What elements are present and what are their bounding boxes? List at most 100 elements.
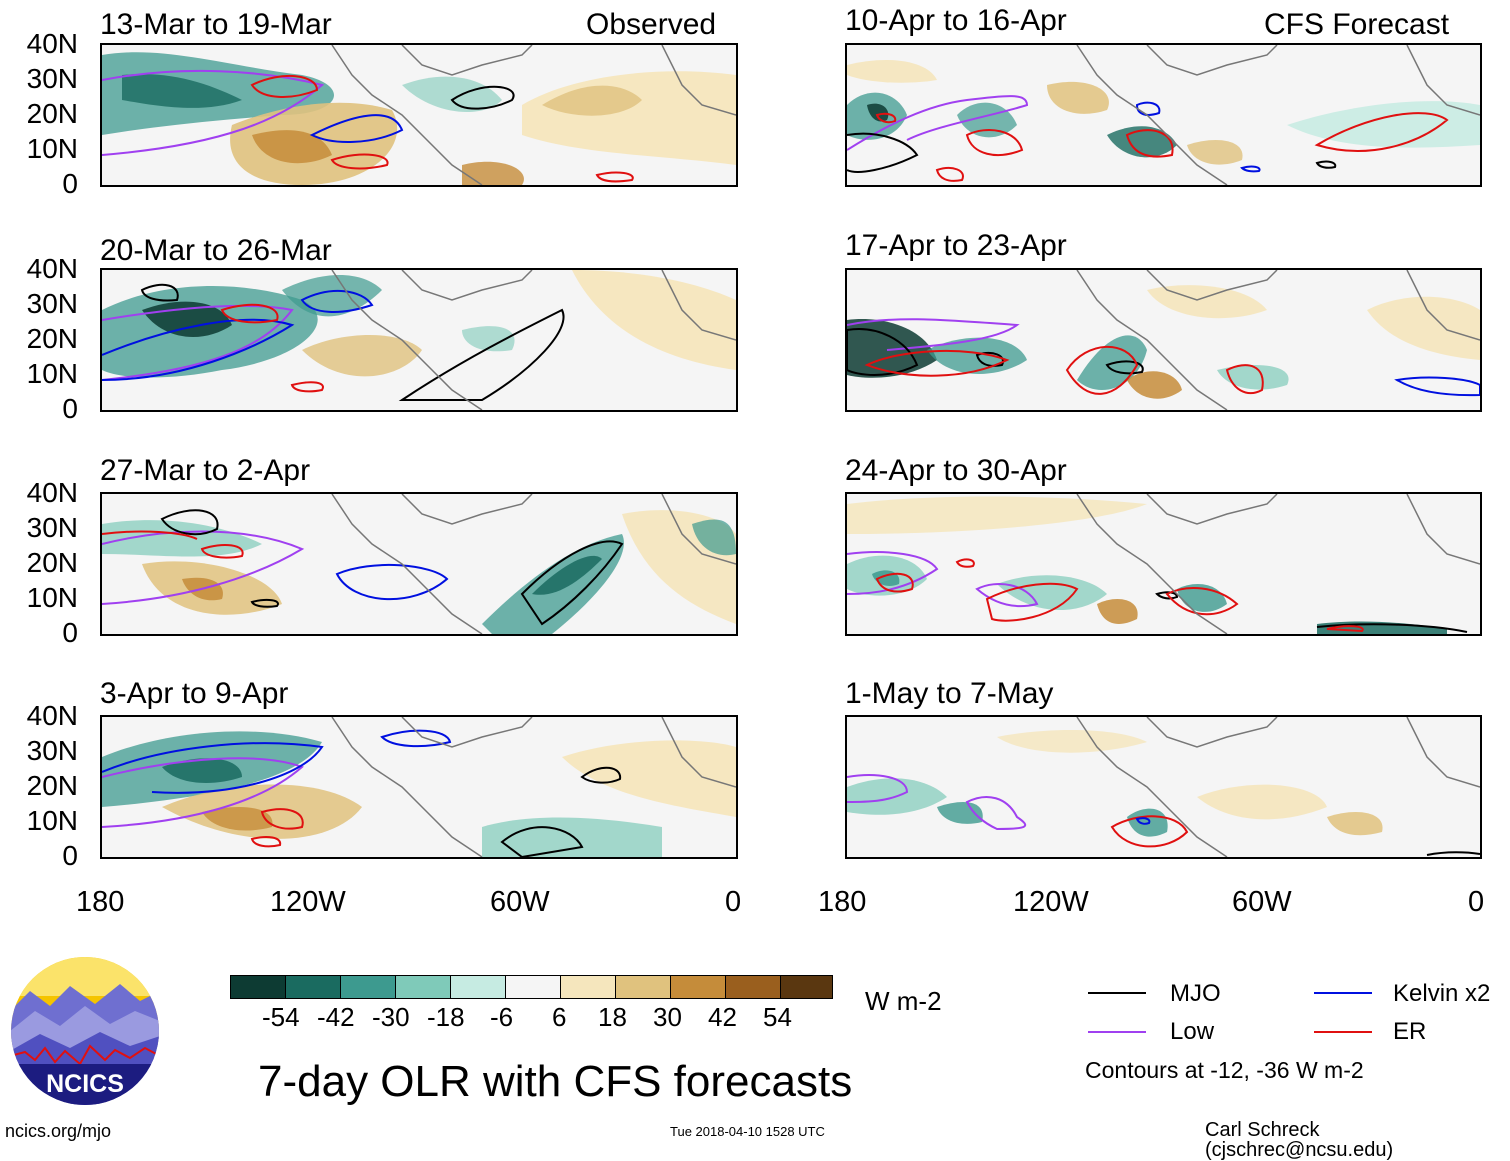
- contour-mjo: [847, 132, 1337, 173]
- y-tick-label: 30N: [26, 288, 78, 319]
- y-tick-label: 30N: [26, 735, 78, 766]
- contour-mjo: [140, 283, 565, 401]
- panel-title-l1: 13-Mar to 19-Mar: [100, 8, 332, 41]
- coastline: [331, 494, 736, 634]
- olr-negative-area: [532, 555, 602, 595]
- colorbar-label: 54: [763, 1002, 792, 1032]
- panel-label-observed: Observed: [586, 8, 717, 41]
- legend-line-kelvin: [1314, 992, 1372, 994]
- panel-title-r2: 17-Apr to 23-Apr: [845, 229, 1067, 262]
- olr-positive-area: [847, 496, 1147, 534]
- x-tick-label: 0: [725, 886, 742, 918]
- x-tick-label: 0: [1468, 886, 1485, 918]
- footer-url-link[interactable]: ncics.org/mjo: [5, 1121, 112, 1141]
- y-tick-label: 20N: [26, 547, 78, 578]
- colorbar-swatch: [615, 975, 671, 999]
- contour-low: [847, 774, 1027, 831]
- colorbar-swatch: [285, 975, 341, 999]
- contour-kelvin: [102, 729, 452, 794]
- x-tick-label: 120W: [270, 886, 346, 918]
- map-panel-l1: [100, 43, 738, 187]
- colorbar-label: -30: [372, 1002, 410, 1032]
- map-panel-l3: [100, 492, 738, 636]
- main-title: 7-day OLR with CFS forecasts: [258, 1057, 853, 1106]
- colorbar-swatch: [780, 975, 833, 999]
- panel-title-r1: 10-Apr to 16-Apr: [845, 4, 1067, 37]
- y-tick-label: 20N: [26, 323, 78, 354]
- map-panel-l2: [100, 268, 738, 412]
- olr-positive-area: [1367, 296, 1480, 360]
- legend-line-er: [1314, 1031, 1372, 1033]
- y-tick-label: 40N: [26, 700, 78, 731]
- colorbar-swatch: [505, 975, 561, 999]
- contour-low: [847, 551, 1039, 608]
- olr-positive-area: [847, 60, 937, 83]
- olr-positive-area: [1187, 140, 1243, 165]
- legend-label-er: ER: [1393, 1018, 1427, 1045]
- contour-mjo: [500, 766, 622, 857]
- coastline: [1076, 717, 1480, 857]
- colorbar-label: 30: [653, 1002, 682, 1032]
- olr-negative-area: [997, 575, 1107, 611]
- colorbar-swatch: [450, 975, 506, 999]
- olr-positive-area: [302, 335, 422, 377]
- olr-positive-area: [562, 740, 736, 817]
- colorbar-label: 18: [598, 1002, 627, 1032]
- contour-er: [875, 112, 1449, 182]
- legend-label-mjo: MJO: [1170, 980, 1221, 1007]
- olr-negative-area: [162, 758, 242, 783]
- colorbar-label: -6: [490, 1002, 514, 1032]
- olr-negative-area: [867, 103, 889, 122]
- olr-negative-area: [402, 76, 502, 112]
- contour-mjo: [450, 85, 515, 110]
- olr-positive-area: [542, 85, 642, 116]
- y-tick-label: 30N: [26, 63, 78, 94]
- coastline: [331, 270, 736, 410]
- y-tick-label: 30N: [26, 512, 78, 543]
- colorbar-swatch: [340, 975, 396, 999]
- olr-negative-area: [1287, 101, 1480, 148]
- contour-er: [250, 808, 304, 848]
- x-tick-label: 60W: [1232, 886, 1292, 918]
- coastline: [1076, 494, 1480, 634]
- contour-kelvin: [1135, 817, 1151, 825]
- y-tick-label: 10N: [26, 805, 78, 836]
- map-panel-r1: [845, 43, 1482, 187]
- legend-note: Contours at -12, -36 W m-2: [1085, 1057, 1364, 1083]
- colorbar-swatch: [560, 975, 616, 999]
- olr-negative-area: [462, 326, 515, 352]
- coastline: [1076, 45, 1480, 185]
- colorbar-units: W m-2: [865, 986, 942, 1016]
- olr-positive-area: [202, 807, 273, 831]
- contour-er: [1110, 815, 1189, 848]
- olr-positive-area: [1047, 81, 1109, 114]
- coastline: [331, 717, 736, 857]
- colorbar-label: -54: [262, 1002, 300, 1032]
- legend-label-low: Low: [1170, 1018, 1215, 1045]
- panel-title-l2: 20-Mar to 26-Mar: [100, 234, 332, 267]
- y-tick-label: 10N: [26, 133, 78, 164]
- colorbar-label: 42: [708, 1002, 737, 1032]
- footer-author: Carl Schreck (cjschrec@ncsu.edu): [1205, 1119, 1394, 1161]
- colorbar-swatch: [725, 975, 781, 999]
- x-tick-label: 180: [818, 886, 867, 918]
- colorbar-swatch: [230, 975, 286, 999]
- olr-positive-area: [1097, 599, 1138, 624]
- colorbar-swatch: [395, 975, 451, 999]
- map-panel-r3: [845, 492, 1482, 636]
- olr-negative-area: [847, 319, 937, 378]
- coastline: [1076, 270, 1480, 410]
- panel-title-l4: 3-Apr to 9-Apr: [100, 677, 289, 710]
- y-tick-label: 20N: [26, 98, 78, 129]
- olr-negative-area: [1217, 365, 1289, 390]
- y-tick-label: 20N: [26, 770, 78, 801]
- olr-positive-area: [462, 161, 524, 185]
- contour-kelvin: [1394, 376, 1480, 397]
- contour-er: [102, 530, 244, 559]
- contour-kelvin: [335, 564, 449, 600]
- olr-negative-area: [1107, 126, 1177, 158]
- contour-kelvin: [309, 114, 404, 143]
- footer-timestamp: Tue 2018-04-10 1528 UTC: [670, 1124, 825, 1139]
- contour-kelvin: [1135, 101, 1261, 173]
- map-panel-r2: [845, 268, 1482, 412]
